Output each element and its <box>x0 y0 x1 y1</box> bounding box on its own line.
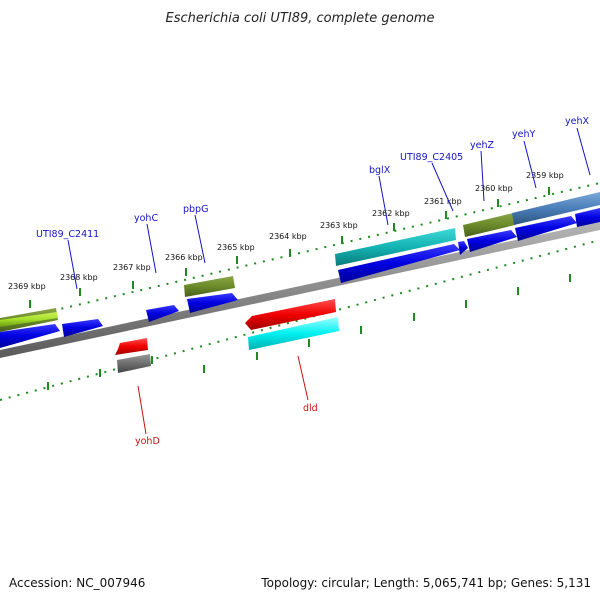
genome-summary-text: Topology: circular; Length: 5,065,741 bp… <box>261 576 591 590</box>
gene-feature <box>335 228 456 266</box>
gene-feature <box>512 192 600 225</box>
inner-ruler-line <box>0 239 600 401</box>
outer-ruler-line <box>0 182 600 324</box>
tick-label: 2362 kbp <box>372 209 410 218</box>
tick-label: 2365 kbp <box>217 243 255 252</box>
gene-label-yohd: yohD <box>135 436 160 447</box>
tick-label: 2367 kbp <box>113 263 151 272</box>
gene-feature <box>115 338 148 355</box>
tick-label: 2363 kbp <box>320 221 358 230</box>
gene-feature <box>184 276 235 297</box>
tick-labels: 2369 kbp 2368 kbp 2367 kbp 2366 kbp 2365… <box>8 171 564 291</box>
label-leaders-minus <box>137 355 309 435</box>
tick-label: 2366 kbp <box>165 253 203 262</box>
gene-feature <box>245 299 336 330</box>
tick-label: 2364 kbp <box>269 232 307 241</box>
gene-feature <box>0 312 58 327</box>
gene-label-pbpg: pbpG <box>183 204 208 215</box>
gene-feature <box>463 213 515 237</box>
map-title: Escherichia coli UTI89, complete genome <box>166 11 435 26</box>
cds-feature <box>0 324 60 348</box>
minus-strand-genes <box>115 299 339 373</box>
cds-feature <box>467 230 517 252</box>
gene-label-uti89-c2411: UTI89_C2411 <box>36 229 99 240</box>
tick-label: 2360 kbp <box>475 184 513 193</box>
gene-label-yehy: yehY <box>512 129 535 140</box>
gene-label-uti89-c2405: UTI89_C2405 <box>400 152 463 163</box>
label-leaders-plus <box>67 127 591 290</box>
genome-backbone <box>0 222 600 358</box>
plus-strand-genes <box>0 192 600 332</box>
gene-label-bglx: bglX <box>369 165 391 176</box>
plus-strand-cds <box>0 208 600 348</box>
gene-feature <box>117 354 151 373</box>
cds-feature <box>458 241 468 255</box>
cds-feature <box>515 216 577 241</box>
gene-label-yehz: yehZ <box>470 140 494 151</box>
outer-ruler-ticks <box>29 187 550 308</box>
cds-feature <box>62 319 103 337</box>
tick-label: 2369 kbp <box>8 282 46 291</box>
tick-label: 2368 kbp <box>60 273 98 282</box>
gene-label-dld: dld <box>303 403 318 414</box>
cds-feature <box>146 305 179 322</box>
cds-feature <box>187 293 238 313</box>
accession-text: Accession: NC_007946 <box>9 576 146 590</box>
tick-label: 2359 kbp <box>526 171 564 180</box>
gene-label-yohc: yohC <box>134 213 158 224</box>
gene-feature <box>248 317 339 350</box>
tick-label: 2361 kbp <box>424 197 462 206</box>
cds-feature <box>575 208 600 227</box>
cds-feature <box>338 244 460 283</box>
gene-label-yehx: yehX <box>565 116 589 127</box>
inner-ruler-ticks <box>47 274 571 390</box>
gene-labels: UTI89_C2411 yohC pbpG bglX UTI89_C2405 y… <box>36 116 589 447</box>
